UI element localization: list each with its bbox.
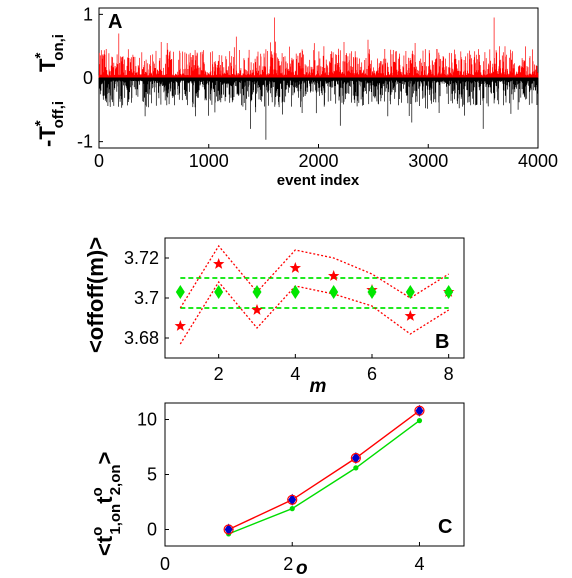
panel-b-xtick-label: 8 bbox=[444, 364, 454, 384]
panel-b-diamond-point bbox=[252, 285, 262, 299]
panel-b-plot bbox=[174, 244, 455, 345]
panel-b-band-lower bbox=[179, 280, 450, 345]
panel-c-series-1-point bbox=[289, 506, 295, 512]
panel-b-star-point bbox=[174, 320, 186, 331]
panel-b-ticks: 2 4 6 8 3.68 3.7 3.72 bbox=[124, 248, 454, 384]
panel-a-ticks: 0 1000 2000 3000 4000-101 bbox=[77, 4, 558, 171]
panel-c-xtick-label: 0 bbox=[160, 554, 170, 574]
panel-c-ticks: 0 2 4 0 5 10 bbox=[137, 410, 425, 575]
panel-c-series-0-line bbox=[228, 410, 420, 531]
panel-b-diamond-point bbox=[214, 285, 224, 299]
panel-a: 0 1000 2000 3000 4000-101 A event index T*on… bbox=[32, 4, 558, 189]
panel-c-diamond-point bbox=[288, 493, 297, 506]
panel-b-ytick-label: 3.68 bbox=[124, 328, 159, 348]
panel-a-ytick-label: -1 bbox=[77, 132, 93, 152]
panel-b-star-point bbox=[404, 310, 416, 321]
panel-b-star-point bbox=[251, 304, 263, 315]
panel-c-ytick-label: 0 bbox=[147, 520, 157, 540]
panel-c-xtick-label: 2 bbox=[283, 554, 293, 574]
panel-b-ytick-label: 3.72 bbox=[124, 248, 159, 268]
panel-a-series-1-bars bbox=[98, 78, 539, 140]
panel-c-label: C bbox=[438, 516, 452, 538]
panel-a-ylabel-top-sub: on,i bbox=[50, 34, 67, 61]
panel-c-ylabel-sub1: 1,on bbox=[107, 504, 124, 535]
panel-b-star-point bbox=[328, 270, 340, 281]
panel-b-diamond-point bbox=[444, 285, 454, 299]
panel-a-ylabel-bottom-sup: * bbox=[32, 120, 49, 126]
panel-c-axes-box bbox=[164, 402, 465, 547]
panel-c-plot bbox=[223, 404, 425, 537]
panel-b-xtick-label: 2 bbox=[214, 364, 224, 384]
panel-c-ylabel-sup1: o bbox=[89, 527, 106, 536]
panel-c-ring-point bbox=[287, 494, 298, 505]
panel-a-xtick-label: 0 bbox=[94, 151, 104, 171]
panel-a-label: A bbox=[108, 11, 122, 33]
panel-c-diamond-point bbox=[224, 523, 233, 536]
panel-a-ytick-label: 0 bbox=[83, 68, 93, 88]
panel-a-bars bbox=[98, 17, 539, 140]
panel-b-band-upper bbox=[179, 244, 450, 309]
panel-b-diamond-point bbox=[405, 285, 415, 299]
panel-a-ylabel-top-main: T bbox=[35, 58, 60, 72]
panel-b-diamond-point bbox=[290, 285, 300, 299]
panel-b-xtick-label: 6 bbox=[367, 364, 377, 384]
panel-c-series-1-point bbox=[353, 465, 359, 471]
panel-c-ring-point bbox=[350, 452, 361, 464]
panel-b-ytick-label: 3.7 bbox=[134, 288, 159, 308]
panel-b-star-point bbox=[289, 262, 301, 273]
panel-b-diamond-point bbox=[329, 285, 339, 299]
panel-c-ylabel-sup2: o bbox=[89, 487, 106, 496]
panel-a-xtick-label: 2000 bbox=[298, 151, 338, 171]
panel-c-series-1-point bbox=[416, 418, 423, 424]
panel-c-ring-point bbox=[414, 405, 425, 416]
panel-a-xtick-label: 4000 bbox=[518, 151, 558, 171]
panel-b-diamond-point bbox=[175, 285, 185, 299]
panel-b: 2 4 6 8 3.68 3.7 3.72 B m <offoff(m)> bbox=[83, 237, 465, 397]
panel-b-xlabel: m bbox=[310, 376, 327, 397]
panel-b-xtick-label: 4 bbox=[290, 364, 300, 384]
panel-a-xlabel: event index bbox=[277, 172, 360, 189]
panel-c-ytick-label: 5 bbox=[147, 465, 157, 485]
panel-a-ylabel-top-sup: * bbox=[32, 53, 49, 59]
panel-b-star-point bbox=[213, 258, 225, 269]
panel-c-ylabel-open: <t bbox=[92, 535, 117, 556]
panel-a-ylabel-bottom-sub: off,i bbox=[50, 101, 67, 129]
panel-c-ring-point bbox=[223, 524, 234, 535]
panel-c-diamond-point bbox=[415, 404, 424, 417]
panel-b-axes-box bbox=[164, 237, 465, 359]
panel-b-ylabel: <offoff(m)> bbox=[83, 237, 108, 353]
panel-a-ylabel-top: T*on,i bbox=[32, 34, 67, 72]
panel-c-ylabel-sub2: 2,on bbox=[107, 464, 124, 495]
panel-c-xtick-label: 4 bbox=[414, 554, 424, 574]
panel-a-xtick-label: 3000 bbox=[408, 151, 448, 171]
panel-a-xtick-label: 1000 bbox=[189, 151, 229, 171]
panel-b-diamond-point bbox=[367, 285, 377, 299]
panel-a-ytick-label: 1 bbox=[83, 4, 93, 24]
panel-c-xlabel: o bbox=[296, 558, 308, 578]
panel-a-ylabel-bottom-main: -T bbox=[35, 126, 60, 147]
panel-a-ylabel-bottom: -T*off,i bbox=[32, 101, 67, 147]
panel-a-series-0-bars bbox=[98, 17, 539, 78]
panel-c-diamond-point bbox=[351, 452, 360, 464]
panel-c-ylabel-close: > bbox=[92, 452, 117, 465]
panel-c-ylabel: <to1,onto2,on> bbox=[89, 452, 124, 556]
panel-c-ytick-label: 10 bbox=[137, 410, 157, 430]
panel-c-series-1-line bbox=[228, 420, 420, 535]
panel-c-ylabel-mid: t bbox=[92, 496, 117, 504]
panel-b-label: B bbox=[435, 331, 449, 353]
